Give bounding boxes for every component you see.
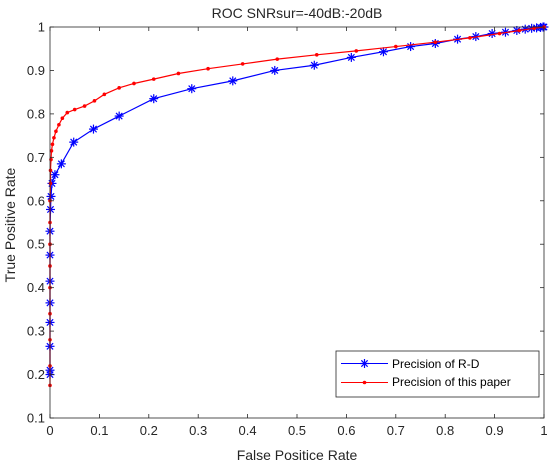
data-point-rd [346,52,356,62]
y-tick-label: 0.7 [27,150,45,165]
data-point-paper [532,26,536,31]
data-point-paper [50,142,55,147]
data-point-rd [149,94,159,104]
data-point-paper [48,181,53,186]
data-point-paper [54,129,58,134]
y-tick-label: 0.8 [27,106,45,121]
legend-label-paper: Precision of this paper [392,375,511,389]
y-tick-label: 0.9 [27,63,45,78]
data-point-paper [49,149,54,153]
data-point-rd [69,137,79,147]
data-point-paper [468,36,472,40]
x-tick-label: 0.5 [288,423,306,438]
data-point-paper [433,40,438,45]
y-axis-title: True Positive Rate [2,167,18,282]
data-point-rd [406,42,416,52]
data-point-paper [60,116,65,121]
x-tick-label: 0.3 [189,423,207,438]
data-point-paper [117,86,121,90]
data-point-paper [275,57,280,61]
data-point-paper [52,135,56,140]
data-point-paper [497,31,502,36]
data-point-paper [517,28,522,33]
y-tick-label: 1 [38,20,45,35]
legend-asterisk [360,359,369,368]
data-point-paper [240,62,245,66]
y-tick-label: 0.4 [27,280,45,295]
x-tick-label: 0.7 [387,423,405,438]
data-point-paper [92,99,97,103]
x-tick-label: 0.4 [239,423,257,438]
data-point-paper [57,122,61,127]
series-layer [45,22,549,388]
legend: Precision of R-D Precision of this paper [335,350,540,398]
data-point-paper [48,168,53,173]
chart-title: ROC SNRsur=-40dB:-20dB [212,5,383,21]
data-point-paper [72,107,77,112]
data-point-paper [151,77,156,81]
x-tick-label: 0.2 [140,423,158,438]
legend-marker-rd [360,359,369,368]
data-point-paper [206,66,210,71]
y-tick-label: 0.1 [27,411,45,426]
legend-marker-paper [362,380,367,385]
data-point-rd [228,76,238,86]
legend-label-rd: Precision of R-D [392,357,480,371]
data-point-rd [114,111,124,121]
data-point-paper [354,49,359,53]
data-point-paper [132,81,136,86]
x-tick-label: 0.9 [486,423,504,438]
data-point-rd [56,159,66,169]
x-tick-label: 0.1 [90,423,108,438]
data-point-rd [309,60,319,70]
axes-layer: 0 0.1 0.2 0.3 0.4 0.5 0.6 0.7 0.8 0.9 10.10.20.30.… [27,20,548,439]
legend-box [335,350,540,398]
data-point-paper [65,110,70,115]
data-point-paper [176,71,181,76]
y-tick-label: 0.2 [27,367,45,382]
x-axis-title: False Positice Rate [237,447,358,463]
data-point-paper [314,53,319,57]
data-point-rd [88,124,98,134]
data-point-rd [487,29,497,39]
y-tick-label: 0.5 [27,237,45,252]
x-tick-label: 0.8 [436,423,454,438]
y-tick-label: 0.6 [27,193,45,208]
data-point-rd [187,84,197,94]
data-point-rd [378,47,388,57]
data-point-paper [82,104,87,108]
data-point-rd [50,170,60,180]
data-point-rd [270,65,280,75]
data-point-paper [102,92,107,97]
x-tick-label: 1 [540,423,547,438]
y-tick-label: 0.3 [27,324,45,339]
x-tick-label: 0.6 [337,423,355,438]
data-point-paper [394,44,398,49]
x-tick-label: 0 [46,423,53,438]
